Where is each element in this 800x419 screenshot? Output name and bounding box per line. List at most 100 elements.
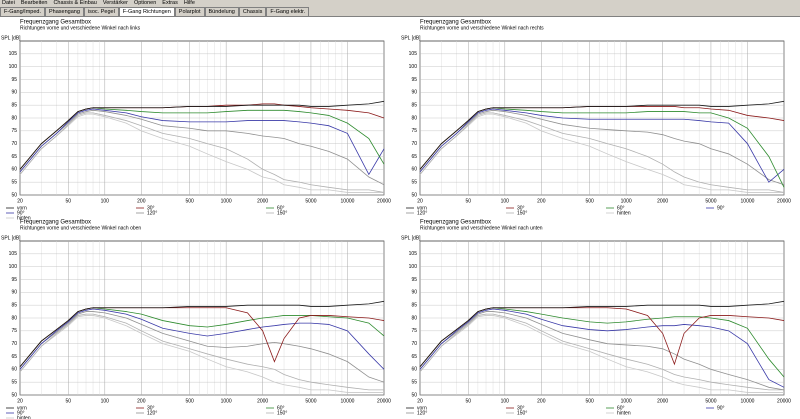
y-tick-label: 65: [411, 354, 417, 360]
chart-subtitle: Richtungen vorne und verschiedene Winkel…: [420, 25, 544, 31]
x-tick-label: 1000: [621, 198, 632, 204]
menu-item[interactable]: Hilfe: [183, 0, 195, 6]
menu-item[interactable]: Bearbeiten: [20, 0, 48, 6]
x-tick-label: 5000: [705, 398, 716, 404]
y-tick-label: 60: [411, 167, 417, 173]
legend-label: 90°: [717, 205, 725, 211]
y-tick-label: 75: [411, 328, 417, 334]
chart-subtitle: Richtungen vorne und verschiedene Winkel…: [20, 25, 141, 31]
series-line: [419, 315, 784, 393]
legend-label: 120°: [147, 210, 157, 216]
legend-label: hinten: [17, 415, 31, 419]
tab[interactable]: F-Gang Richtungen: [118, 7, 175, 16]
menu-item[interactable]: Datei: [2, 0, 15, 6]
x-tick-label: 200: [137, 198, 146, 204]
legend-label: vorn: [17, 405, 27, 411]
series-line: [419, 112, 785, 193]
legend-label: 120°: [417, 410, 427, 416]
chart-title: Frequenzgang Gesamtbox: [420, 220, 491, 226]
y-tick-label: 50: [411, 392, 417, 398]
x-tick-label: 10000: [341, 398, 355, 404]
y-tick-label: 100: [9, 64, 18, 70]
tab[interactable]: Phasengang: [45, 7, 84, 16]
y-tick-label: 95: [411, 77, 417, 83]
series-line: [19, 313, 384, 391]
y-tick-label: 55: [411, 179, 417, 185]
x-tick-label: 200: [537, 398, 546, 404]
x-tick-label: 20000: [377, 198, 391, 204]
series-line: [19, 100, 385, 170]
y-axis-label: SPL [dB]: [401, 235, 421, 241]
series-line: [419, 308, 785, 388]
y-tick-label: 100: [409, 264, 418, 270]
tab[interactable]: Polarplot: [174, 7, 205, 16]
y-tick-label: 65: [11, 354, 17, 360]
x-tick-label: 2000: [257, 398, 268, 404]
legend-label: 30°: [147, 405, 155, 411]
series-line: [19, 109, 385, 186]
y-tick-label: 90: [11, 90, 17, 96]
chart-title: Frequenzgang Gesamtbox: [420, 20, 491, 26]
tab[interactable]: isoc. Pegel: [83, 7, 119, 16]
x-tick-label: 500: [185, 198, 194, 204]
y-tick-label: 85: [11, 102, 17, 108]
chart-subtitle: Richtungen vorne und verschiedene Winkel…: [420, 225, 543, 231]
legend-label: 60°: [277, 405, 285, 411]
x-tick-label: 1000: [221, 198, 232, 204]
y-tick-label: 70: [411, 341, 417, 347]
x-tick-label: 10000: [741, 198, 755, 204]
legend-label: hinten: [617, 410, 631, 416]
x-tick-label: 20000: [377, 398, 391, 404]
legend-label: 60°: [617, 405, 625, 411]
series-line: [19, 113, 384, 193]
x-tick-label: 5000: [305, 398, 316, 404]
y-tick-label: 95: [411, 277, 417, 283]
series-line: [419, 113, 784, 193]
menu-item[interactable]: Chassis & Einbau: [53, 0, 97, 6]
y-tick-label: 70: [411, 141, 417, 147]
series-line: [419, 109, 785, 186]
series-line: [419, 100, 785, 170]
series-line: [419, 311, 785, 391]
tab[interactable]: Bündelung: [204, 7, 239, 16]
x-tick-label: 100: [501, 398, 510, 404]
y-tick-label: 60: [411, 367, 417, 373]
x-tick-label: 200: [137, 398, 146, 404]
menu-item[interactable]: Extras: [162, 0, 178, 6]
y-tick-label: 90: [411, 90, 417, 96]
y-tick-label: 55: [11, 179, 17, 185]
y-tick-label: 90: [11, 290, 17, 296]
x-tick-label: 20: [17, 198, 23, 204]
x-tick-label: 500: [585, 198, 594, 204]
x-tick-label: 10000: [741, 398, 755, 404]
legend-label: vorn: [417, 205, 427, 211]
y-tick-label: 80: [11, 315, 17, 321]
y-axis-label: SPL [dB]: [401, 35, 421, 41]
x-tick-label: 2000: [257, 198, 268, 204]
menu-item[interactable]: Verstärker: [102, 0, 128, 6]
tab[interactable]: Chassis: [238, 7, 267, 16]
y-tick-label: 100: [409, 64, 418, 70]
y-tick-label: 70: [11, 141, 17, 147]
legend-label: 90°: [17, 410, 25, 416]
y-tick-label: 50: [11, 192, 17, 198]
menu-bar: Datei Bearbeiten Chassis & Einbau Verstärke…: [0, 0, 800, 7]
y-tick-label: 85: [411, 302, 417, 308]
legend-label: 30°: [517, 205, 525, 211]
tab[interactable]: F-Gang/Imped.: [0, 7, 45, 16]
y-tick-label: 70: [11, 341, 17, 347]
x-tick-label: 100: [101, 198, 110, 204]
x-tick-label: 20: [417, 198, 423, 204]
y-tick-label: 75: [11, 328, 17, 334]
y-tick-label: 80: [411, 115, 417, 121]
x-tick-label: 10000: [341, 198, 355, 204]
x-tick-label: 1000: [621, 398, 632, 404]
menu-item[interactable]: Optionen: [133, 0, 157, 6]
x-tick-label: 50: [466, 198, 472, 204]
legend-label: 150°: [277, 410, 287, 416]
legend-label: 30°: [147, 205, 155, 211]
y-tick-label: 55: [11, 379, 17, 385]
tab[interactable]: F-Gang elektr.: [266, 7, 310, 16]
chart-subtitle: Richtungen vorne und verschiedene Winkel…: [20, 225, 141, 231]
